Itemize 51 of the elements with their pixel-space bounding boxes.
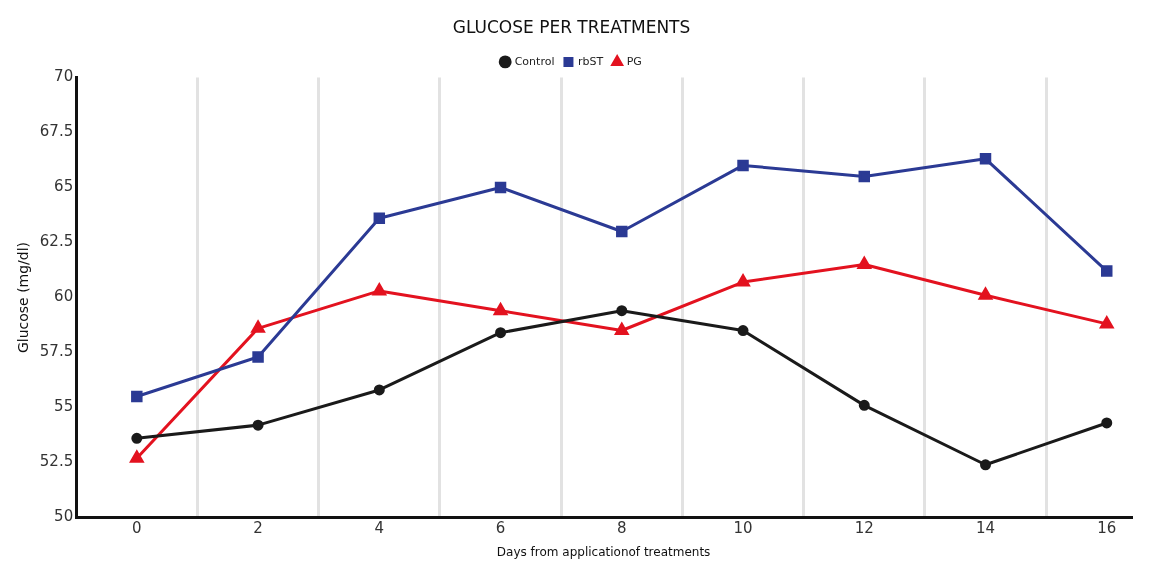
point	[616, 305, 628, 317]
chart-title: GLUCOSE PER TREATMENTS	[452, 16, 691, 37]
point	[979, 153, 992, 165]
y-tick-label: 50	[54, 507, 74, 526]
legend-label: PG	[626, 54, 642, 68]
x-tick-label: 14	[975, 519, 996, 538]
legend-label: Control	[514, 54, 555, 68]
x-tick-label: 12	[854, 519, 874, 538]
point	[1101, 265, 1113, 277]
y-tick-label: 57.5	[39, 342, 74, 361]
x-tick-label: 10	[733, 519, 753, 538]
x-tick-label: 2	[253, 519, 263, 538]
x-tick-label: 4	[374, 519, 385, 538]
y-tick-label: 62.5	[39, 232, 74, 251]
y-tick-label: 52.5	[39, 452, 74, 471]
point	[1101, 417, 1113, 429]
x-axis-title: Days from applicationof treatments	[496, 544, 711, 559]
point	[493, 303, 508, 316]
point	[252, 419, 264, 431]
point	[616, 225, 628, 238]
point	[858, 399, 870, 411]
y-tick-label: 60	[54, 287, 74, 306]
point	[373, 212, 386, 225]
x-tick-label: 16	[1097, 519, 1117, 538]
point	[251, 320, 265, 333]
point	[978, 287, 993, 300]
point	[495, 327, 507, 339]
point	[857, 256, 871, 269]
point	[858, 170, 871, 183]
point	[131, 390, 143, 403]
point	[737, 325, 749, 337]
y-tick-label: 70	[54, 67, 74, 86]
x-tick-label: 6	[495, 519, 506, 538]
point	[372, 283, 386, 296]
point	[1100, 316, 1114, 329]
legend-label: rbST	[577, 54, 604, 68]
x-tick-label: 0	[132, 519, 142, 538]
point	[252, 351, 264, 363]
x-tick-label: 8	[617, 519, 627, 538]
point	[737, 159, 749, 172]
point	[980, 459, 992, 471]
y-axis-title: Glucose (mg/dl)	[15, 241, 32, 354]
point	[373, 384, 385, 396]
point	[494, 181, 507, 194]
point	[615, 323, 629, 336]
y-tick-label: 55	[54, 397, 74, 416]
y-tick-label: 65	[54, 177, 74, 196]
y-tick-label: 67.5	[39, 122, 74, 141]
point	[736, 274, 750, 287]
point	[130, 450, 144, 463]
point	[131, 432, 143, 444]
